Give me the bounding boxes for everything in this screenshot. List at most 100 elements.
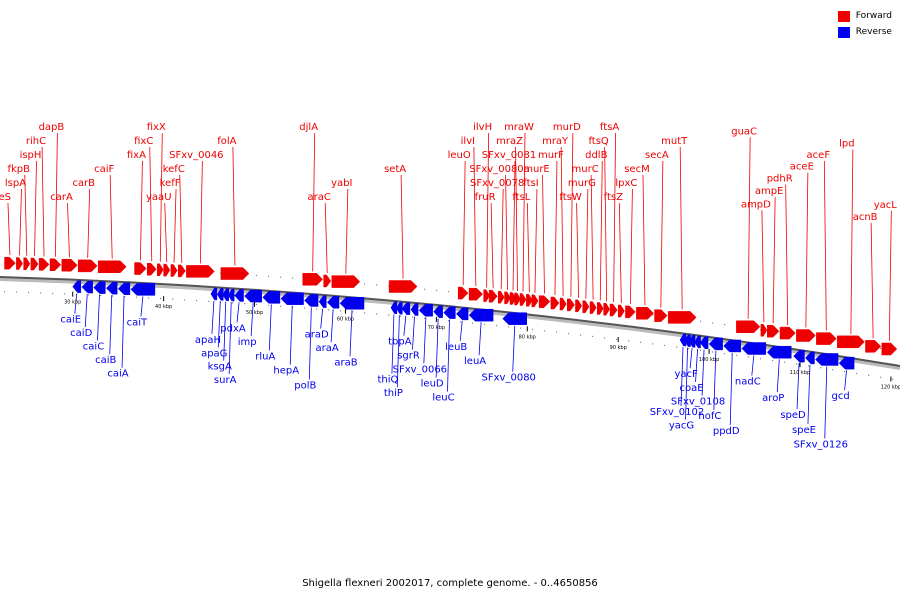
reverse-gene-label[interactable]: araA — [316, 343, 339, 354]
reverse-gene-arrow[interactable] — [468, 308, 494, 322]
forward-gene-arrow[interactable] — [163, 263, 171, 277]
forward-gene-arrow[interactable] — [736, 320, 761, 333]
forward-gene-label[interactable]: caiF — [94, 164, 114, 175]
forward-gene-label[interactable]: folA — [217, 136, 236, 147]
forward-gene-arrow[interactable] — [575, 299, 583, 313]
forward-gene-label[interactable]: kefC — [163, 164, 185, 175]
forward-gene-arrow[interactable] — [514, 292, 521, 306]
reverse-gene-label[interactable]: hofC — [698, 411, 721, 422]
forward-gene-label[interactable]: dapB — [39, 122, 65, 133]
forward-gene-arrow[interactable] — [654, 309, 668, 322]
reverse-gene-arrow[interactable] — [318, 295, 327, 308]
forward-gene-arrow[interactable] — [526, 293, 533, 307]
forward-gene-label[interactable]: murG — [568, 178, 596, 189]
reverse-gene-arrow[interactable] — [93, 281, 106, 294]
forward-gene-label[interactable]: araC — [308, 192, 331, 203]
forward-gene-arrow[interactable] — [220, 267, 250, 280]
reverse-gene-arrow[interactable] — [244, 289, 262, 303]
forward-gene-arrow[interactable] — [331, 275, 361, 288]
reverse-gene-arrow[interactable] — [708, 337, 723, 351]
reverse-gene-arrow[interactable] — [304, 294, 319, 307]
reverse-gene-label[interactable]: hepA — [273, 366, 299, 377]
reverse-gene-label[interactable]: caiB — [95, 355, 116, 366]
reverse-gene-arrow[interactable] — [433, 305, 443, 318]
forward-gene-label[interactable]: SFxv_0080a — [469, 164, 530, 175]
forward-gene-label[interactable]: leuO — [448, 150, 471, 161]
reverse-gene-label[interactable]: thiP — [384, 388, 403, 399]
forward-gene-label[interactable]: mraW — [504, 122, 534, 133]
forward-gene-label[interactable]: murE — [523, 164, 550, 175]
forward-gene-arrow[interactable] — [77, 259, 98, 273]
reverse-gene-arrow[interactable] — [723, 339, 742, 353]
forward-gene-label[interactable]: lpxC — [615, 178, 637, 189]
forward-gene-arrow[interactable] — [147, 262, 157, 276]
reverse-gene-arrow[interactable] — [694, 335, 701, 349]
forward-gene-label[interactable]: ileS — [0, 192, 11, 203]
forward-gene-arrow[interactable] — [38, 258, 50, 271]
forward-gene-arrow[interactable] — [170, 264, 178, 277]
forward-gene-label[interactable]: rihC — [26, 136, 46, 147]
reverse-gene-label[interactable]: thiQ — [377, 375, 398, 386]
forward-gene-label[interactable]: carA — [50, 192, 73, 203]
reverse-gene-label[interactable]: caiT — [127, 317, 148, 328]
forward-gene-arrow[interactable] — [550, 296, 560, 310]
forward-gene-arrow[interactable] — [881, 342, 898, 356]
forward-gene-arrow[interactable] — [597, 302, 604, 315]
reverse-gene-arrow[interactable] — [741, 342, 767, 355]
reverse-gene-label[interactable]: ppdD — [713, 426, 740, 437]
reverse-gene-label[interactable]: leuC — [432, 393, 454, 404]
forward-gene-arrow[interactable] — [837, 335, 865, 349]
forward-gene-label[interactable]: ampD — [741, 199, 771, 210]
reverse-gene-label[interactable]: gcd — [831, 391, 849, 402]
forward-gene-label[interactable]: kefF — [160, 178, 181, 189]
forward-gene-label[interactable]: murD — [553, 122, 581, 133]
forward-gene-label[interactable]: fruR — [475, 192, 496, 203]
reverse-gene-arrow[interactable] — [216, 288, 224, 301]
forward-gene-label[interactable]: yabI — [331, 178, 352, 189]
forward-gene-arrow[interactable] — [323, 274, 332, 288]
reverse-gene-arrow[interactable] — [456, 307, 469, 321]
forward-gene-label[interactable]: ispH — [20, 150, 42, 161]
forward-gene-label[interactable]: aceE — [790, 162, 814, 173]
forward-gene-label[interactable]: ftsI — [523, 178, 538, 189]
forward-gene-arrow[interactable] — [796, 329, 816, 342]
reverse-gene-arrow[interactable] — [401, 302, 411, 315]
reverse-gene-label[interactable]: caiE — [60, 315, 81, 326]
forward-gene-arrow[interactable] — [559, 297, 567, 311]
forward-gene-label[interactable]: SFxv_0078 — [470, 178, 524, 189]
reverse-gene-label[interactable]: caiC — [83, 342, 104, 353]
forward-gene-arrow[interactable] — [23, 257, 31, 271]
reverse-gene-arrow[interactable] — [805, 351, 815, 365]
forward-gene-arrow[interactable] — [61, 258, 78, 272]
reverse-gene-arrow[interactable] — [699, 336, 709, 349]
forward-gene-arrow[interactable] — [609, 303, 618, 317]
forward-gene-label[interactable]: ftsW — [559, 192, 581, 203]
reverse-gene-label[interactable]: polB — [294, 380, 316, 391]
forward-gene-label[interactable]: lspA — [5, 178, 26, 189]
forward-gene-label[interactable]: acnB — [853, 212, 878, 223]
forward-gene-label[interactable]: SFxv_0046 — [169, 150, 223, 161]
reverse-gene-label[interactable]: speD — [780, 410, 806, 421]
reverse-gene-arrow[interactable] — [410, 303, 419, 316]
forward-gene-arrow[interactable] — [457, 286, 469, 300]
forward-gene-arrow[interactable] — [531, 294, 539, 308]
reverse-gene-label[interactable]: tbpA — [388, 337, 412, 348]
reverse-gene-label[interactable]: SFxv_0108 — [671, 397, 725, 408]
reverse-gene-arrow[interactable] — [339, 297, 365, 310]
forward-gene-arrow[interactable] — [617, 304, 625, 318]
forward-gene-arrow[interactable] — [177, 264, 186, 278]
reverse-gene-label[interactable]: apaG — [201, 348, 227, 359]
forward-gene-arrow[interactable] — [157, 263, 164, 277]
reverse-gene-label[interactable]: ksgA — [208, 362, 232, 373]
reverse-gene-label[interactable]: speE — [792, 425, 816, 436]
reverse-gene-label[interactable]: araD — [305, 330, 329, 341]
forward-gene-label[interactable]: guaC — [731, 126, 757, 137]
forward-gene-arrow[interactable] — [388, 280, 418, 293]
reverse-gene-arrow[interactable] — [766, 345, 792, 359]
reverse-gene-label[interactable]: apaH — [195, 335, 221, 346]
reverse-gene-arrow[interactable] — [106, 281, 118, 295]
reverse-gene-arrow[interactable] — [234, 289, 244, 302]
forward-gene-label[interactable]: yacL — [874, 200, 898, 211]
reverse-gene-label[interactable]: coaE — [680, 383, 704, 394]
reverse-gene-arrow[interactable] — [679, 333, 687, 347]
